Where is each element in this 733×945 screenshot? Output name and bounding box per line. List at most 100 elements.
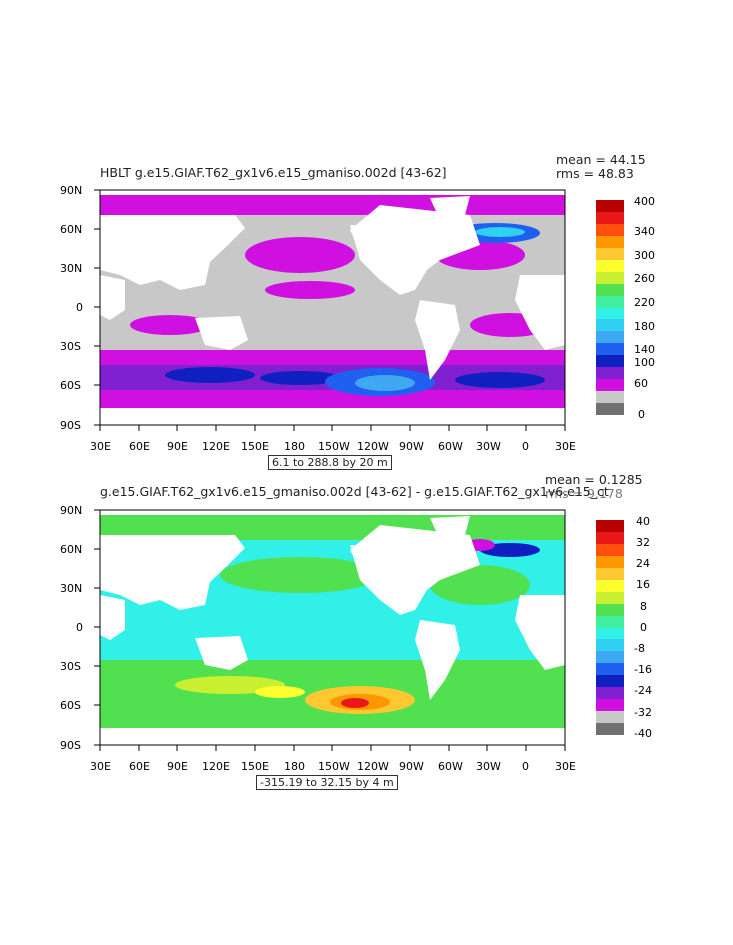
cb-label: 220 [634, 296, 655, 309]
lon-label: 90E [167, 440, 188, 453]
panel-title: HBLT g.e15.GIAF.T62_gx1v6.e15_gmaniso.00… [100, 165, 447, 180]
lat-ticks [94, 189, 100, 426]
lon-label: 30W [476, 760, 501, 773]
cb-label: 140 [634, 343, 655, 356]
lat-label: 0 [76, 621, 83, 634]
lon-label: 30E [90, 440, 111, 453]
cb-label: 0 [640, 621, 647, 634]
cb-label: 60 [634, 377, 648, 390]
lon-ticks [99, 425, 566, 431]
lon-label: 180 [284, 760, 305, 773]
lon-label: 30E [555, 760, 576, 773]
lon-label: 90W [399, 760, 424, 773]
colorbar-swatch [596, 283, 624, 297]
colorbar-swatch [596, 591, 624, 605]
colorbar-swatch [596, 200, 624, 213]
colorbar-swatch [596, 567, 624, 581]
colorbar-swatch [596, 235, 624, 249]
lon-label: 30E [555, 440, 576, 453]
colorbar-swatch [596, 627, 624, 640]
cb-label: 32 [636, 536, 650, 549]
lon-label: 150E [241, 760, 269, 773]
cb-label: -24 [634, 684, 652, 697]
lon-ticks [99, 745, 566, 751]
colorbar-swatch [596, 391, 624, 404]
range-label: 6.1 to 288.8 by 20 m [268, 455, 392, 470]
map-plot [94, 189, 566, 431]
panel-hblt: HBLT g.e15.GIAF.T62_gx1v6.e15_gmaniso.00… [0, 0, 733, 470]
colorbar-swatch [596, 723, 624, 736]
colorbar-swatch [596, 367, 624, 380]
colorbar-swatch [596, 355, 624, 368]
colorbar [596, 520, 624, 736]
mean-stat: mean = 44.15 [556, 152, 646, 167]
lon-label: 60W [438, 440, 463, 453]
cb-label: 260 [634, 272, 655, 285]
cb-label: 16 [636, 578, 650, 591]
lon-label: 120W [357, 440, 389, 453]
lat-label: 60S [60, 699, 81, 712]
lat-label: 90S [60, 739, 81, 752]
lat-label: 30N [60, 262, 83, 275]
colorbar-swatch [596, 543, 624, 557]
lon-label: 60E [129, 760, 150, 773]
colorbar-swatch [596, 531, 624, 545]
colorbar-swatch [596, 259, 624, 273]
difference-field [100, 515, 565, 730]
lon-label: 180 [284, 440, 305, 453]
colorbar-swatch [596, 520, 624, 533]
lon-label: 150W [318, 440, 350, 453]
panel-title: g.e15.GIAF.T62_gx1v6.e15_gmaniso.002d [4… [100, 484, 609, 499]
colorbar-swatch [596, 211, 624, 225]
colorbar-swatch [596, 651, 624, 664]
colorbar-swatch [596, 555, 624, 569]
colorbar-swatch [596, 271, 624, 285]
lat-label: 90N [60, 504, 83, 517]
mean-stat: mean = 0.1285 [545, 472, 643, 487]
colorbar-swatch [596, 307, 624, 320]
colorbar-swatch [596, 379, 624, 392]
lon-label: 0 [522, 440, 529, 453]
lon-label: 30W [476, 440, 501, 453]
cb-label: 180 [634, 320, 655, 333]
lat-label: 90S [60, 419, 81, 432]
colorbar-swatch [596, 319, 624, 332]
colorbar-swatch [596, 639, 624, 652]
lat-label: 90N [60, 184, 83, 197]
colorbar-swatch [596, 223, 624, 237]
cb-label: 40 [636, 515, 650, 528]
cb-label: 24 [636, 557, 650, 570]
lon-label: 120E [202, 760, 230, 773]
colorbar-swatch [596, 247, 624, 261]
colorbar-swatch [596, 675, 624, 688]
land-masses [100, 196, 565, 425]
panel-difference: g.e15.GIAF.T62_gx1v6.e15_gmaniso.002d [4… [0, 320, 733, 790]
range-label: -315.19 to 32.15 by 4 m [256, 775, 398, 790]
lat-label: 0 [76, 301, 83, 314]
colorbar-swatch [596, 343, 624, 356]
cb-label: 100 [634, 356, 655, 369]
colorbar-swatch [596, 615, 624, 628]
colorbar-swatch [596, 603, 624, 617]
colorbar-swatch [596, 331, 624, 344]
colorbar-swatch [596, 403, 624, 416]
lat-ticks [94, 509, 100, 746]
lat-label: 60N [60, 223, 83, 236]
colorbar-swatch [596, 699, 624, 712]
colorbar-swatch [596, 579, 624, 593]
cb-label: -32 [634, 706, 652, 719]
colorbar [596, 200, 624, 416]
lat-label: 30S [60, 660, 81, 673]
lon-label: 0 [522, 760, 529, 773]
lon-label: 150E [241, 440, 269, 453]
lon-label: 30E [90, 760, 111, 773]
colorbar-swatch [596, 663, 624, 676]
lat-label: 30N [60, 582, 83, 595]
colorbar-swatch [596, 711, 624, 724]
lon-label: 120E [202, 440, 230, 453]
cb-label: -8 [634, 642, 645, 655]
rms-stat: rms = 9.178 [545, 486, 623, 501]
cb-label: 0 [638, 408, 645, 421]
lat-label: 60N [60, 543, 83, 556]
colorbar-swatch [596, 687, 624, 700]
